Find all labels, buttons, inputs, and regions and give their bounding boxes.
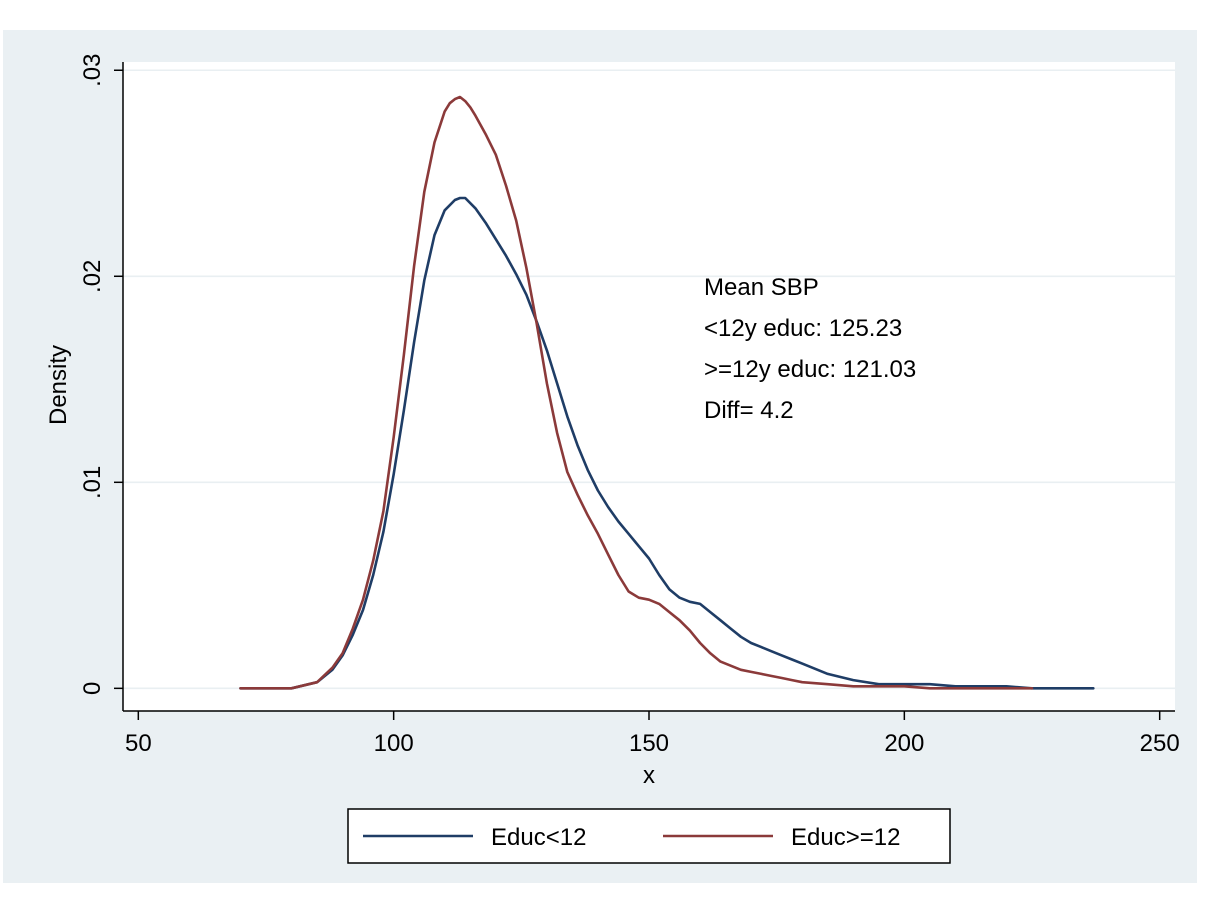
legend: Educ<12 Educ>=12: [347, 808, 951, 864]
x-tick-label: 150: [629, 730, 669, 757]
legend-label-educ-lt-12: Educ<12: [491, 824, 586, 851]
x-tick-label: 200: [884, 730, 924, 757]
annotation-box: Mean SBP <12y educ: 125.23 >=12y educ: 1…: [704, 274, 916, 424]
annotation-line-3: >=12y educ: 121.03: [704, 356, 916, 383]
y-tick-label: 0: [79, 682, 106, 695]
y-axis-label: Density: [45, 345, 72, 425]
x-tick-label: 100: [374, 730, 414, 757]
annotation-line-1: Mean SBP: [704, 274, 819, 301]
y-tick-label: .01: [79, 466, 106, 499]
legend-label-educ-ge-12: Educ>=12: [791, 824, 900, 851]
series-line-educ-ge-12: [239, 95, 1034, 690]
y-tick-label: .02: [79, 260, 106, 293]
plot-region: [123, 62, 1175, 711]
x-tick-label: 250: [1140, 730, 1180, 757]
annotation-line-4: Diff= 4.2: [704, 397, 794, 424]
annotation-line-2: <12y educ: 125.23: [704, 315, 902, 342]
x-tick-label: 50: [125, 730, 152, 757]
y-tick-label: .03: [79, 54, 106, 87]
x-axis-ticks: 50 100 150 200 250: [125, 711, 1180, 757]
y-axis-ticks: 0 .01 .02 .03: [79, 54, 123, 695]
series-lines: [239, 95, 1095, 690]
series-line-educ-lt-12: [239, 196, 1095, 690]
x-axis-label: x: [643, 762, 655, 789]
